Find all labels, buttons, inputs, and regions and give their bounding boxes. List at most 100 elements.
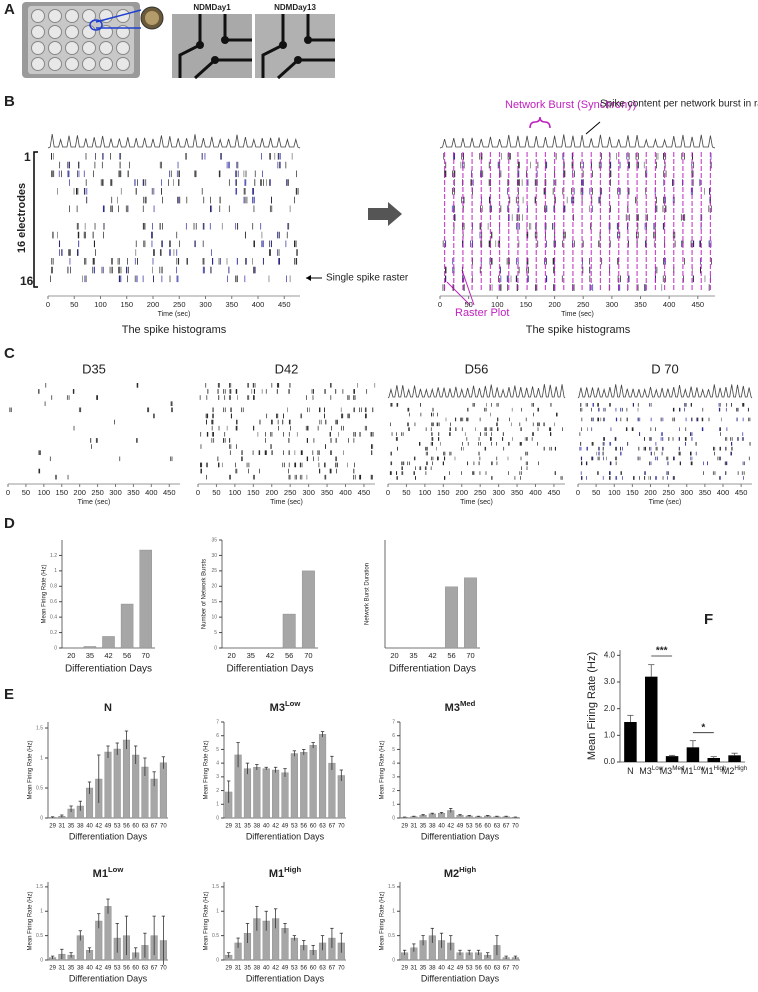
x-tick-label: 250 xyxy=(173,300,186,309)
well xyxy=(116,57,130,71)
x-tick-label: 35 xyxy=(244,824,251,830)
y-tick-label: 25 xyxy=(211,568,217,574)
x-tick-label: N xyxy=(627,766,634,776)
x-tick-label: 38 xyxy=(429,966,436,972)
x-tick-label: 35 xyxy=(68,966,75,972)
well xyxy=(99,57,113,71)
bar xyxy=(104,751,112,819)
arrow xyxy=(446,281,471,306)
x-tick-label: 42 xyxy=(272,966,279,972)
x-tick-label: 400 xyxy=(717,488,730,497)
y-tick-label: 1 xyxy=(392,909,395,915)
x-tick-label: 42 xyxy=(428,651,436,660)
x-tick-label: 38 xyxy=(254,966,261,972)
well xyxy=(48,9,62,23)
x-tick-label: 300 xyxy=(606,300,619,309)
x-tick-label: 53 xyxy=(291,966,298,972)
well xyxy=(48,57,62,71)
panel-letter: B xyxy=(4,93,15,110)
x-tick-label: 250 xyxy=(91,488,104,497)
y-tick-label: 7 xyxy=(216,719,219,725)
bar xyxy=(318,734,327,819)
x-tick-label: 70 xyxy=(338,824,345,830)
label-sup: Low xyxy=(652,765,664,772)
y-tick-label: 0 xyxy=(214,645,217,651)
x-tick-label: 200 xyxy=(147,300,160,309)
well xyxy=(82,9,96,23)
bar xyxy=(301,570,315,649)
y-tick-label: 1 xyxy=(392,802,395,808)
bracket xyxy=(33,151,38,288)
brace xyxy=(529,116,551,129)
bar xyxy=(337,775,345,819)
bar xyxy=(309,745,317,819)
x-tick-label: M3Low xyxy=(639,765,664,776)
y-tick-label: 1 xyxy=(216,802,219,808)
y-axis-label: Mean Firing Rate (Hz) xyxy=(380,740,386,799)
label-sup: Low xyxy=(693,765,705,772)
x-tick-label: 31 xyxy=(59,966,66,972)
y-tick-label: 1.0 xyxy=(604,730,616,739)
y-tick-label: 5 xyxy=(216,747,219,753)
x-tick-label: M1High xyxy=(701,765,727,776)
x-tick-label: 200 xyxy=(265,488,278,497)
big-arrow xyxy=(368,202,402,226)
x-tick-label: 31 xyxy=(235,824,242,830)
panel-letter: E xyxy=(4,686,14,703)
plate-photo xyxy=(22,2,164,78)
x-tick-label: 150 xyxy=(626,488,639,497)
title-main: M3 xyxy=(270,702,285,714)
y-tick-label: 0.5 xyxy=(212,933,219,939)
y-tick-label: 3 xyxy=(392,774,395,780)
y-tick-label: 0 xyxy=(392,957,395,963)
x-tick-label: 31 xyxy=(59,824,66,830)
y-axis-label: Mean Firing Rate (Hz) xyxy=(586,652,598,760)
x-tick-label: 250 xyxy=(474,488,487,497)
panel-letter: F xyxy=(704,611,713,628)
label-main: M1 xyxy=(681,766,694,776)
label-sup: High xyxy=(714,765,727,772)
x-tick-label: 70 xyxy=(512,824,519,830)
bar xyxy=(707,758,720,762)
spike-histogram xyxy=(47,133,301,149)
y-tick-label: 1.5 xyxy=(36,725,43,731)
x-tick-label: 63 xyxy=(319,824,326,830)
x-tick-label: 350 xyxy=(699,488,712,497)
y-tick-label: 4 xyxy=(216,760,219,766)
raster xyxy=(387,384,566,480)
y-axis-label: Mean Firing Rate (Hz) xyxy=(42,564,48,623)
x-tick-label: 0 xyxy=(6,488,10,497)
x-tick-label: 100 xyxy=(94,300,107,309)
x-tick-label: 0 xyxy=(438,300,442,309)
x-tick-label: 50 xyxy=(70,300,78,309)
y-tick-label: 3.0 xyxy=(604,677,616,686)
x-tick-label: 49 xyxy=(105,824,112,830)
electrode-images xyxy=(172,14,335,80)
title-sup: High xyxy=(459,865,476,874)
x-tick-label: 40 xyxy=(86,966,93,972)
raster xyxy=(47,133,301,283)
y-tick-label: 5 xyxy=(214,630,217,636)
chart-title: D 70 xyxy=(651,361,678,376)
x-axis-label: Differentiation Days xyxy=(246,973,325,983)
bar xyxy=(113,748,121,819)
chart-title: M1High xyxy=(269,865,302,880)
x-tick-label: 400 xyxy=(663,300,676,309)
y-tick-label: 1 xyxy=(54,568,57,574)
bar xyxy=(122,739,130,819)
x-tick-label: 150 xyxy=(437,488,450,497)
x-tick-label: 56 xyxy=(475,966,482,972)
rows-label: 16 electrodes xyxy=(16,183,28,253)
x-tick-label: 29 xyxy=(401,824,408,830)
well xyxy=(65,57,79,71)
x-tick-label: 29 xyxy=(401,966,408,972)
y-tick-label: 0.8 xyxy=(50,584,57,590)
y-axis-label: Mean Firing Rate (Hz) xyxy=(204,891,210,950)
y-tick-label: 1.5 xyxy=(212,884,219,890)
y-tick-label: 1.5 xyxy=(388,884,395,890)
bar xyxy=(645,676,658,762)
x-tick-label: 31 xyxy=(411,966,418,972)
y-tick-label: 0 xyxy=(216,815,219,821)
callout: Network Burst (Synchrony) xyxy=(505,99,636,111)
